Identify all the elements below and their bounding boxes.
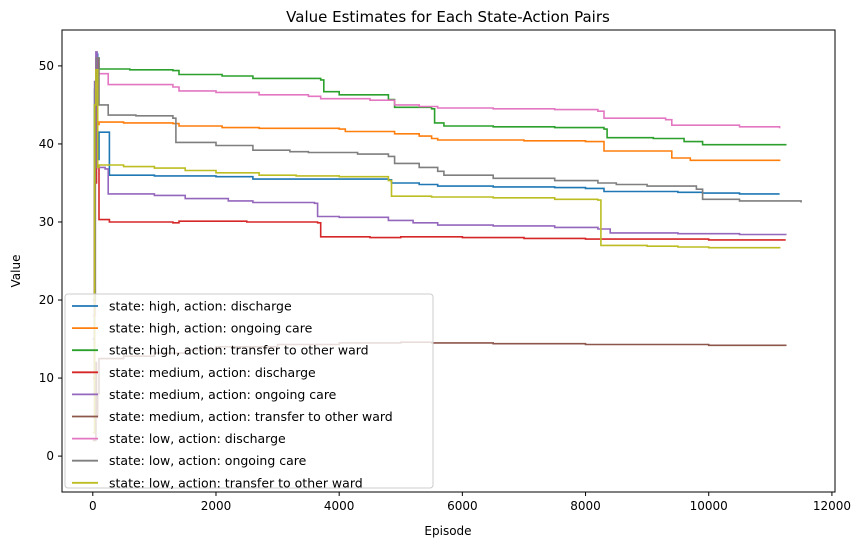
legend-entry-label: state: medium, action: ongoing care <box>109 387 337 402</box>
legend-entry-label: state: high, action: ongoing care <box>109 321 313 336</box>
chart-title: Value Estimates for Each State-Action Pa… <box>286 8 610 26</box>
y-tick-label: 50 <box>39 59 54 73</box>
plot-frame <box>61 29 836 493</box>
series-line-2 <box>92 57 781 379</box>
x-tick-label: 10000 <box>690 499 728 513</box>
y-tick-label: 0 <box>46 449 54 463</box>
legend-entry-label: state: medium, action: discharge <box>109 365 316 380</box>
legend-entry-label: state: high, action: discharge <box>109 299 292 314</box>
x-axis-label: Episode <box>424 524 471 538</box>
y-tick-label: 20 <box>39 293 54 307</box>
y-axis-ticks: 0 10 20 30 40 50 <box>39 59 62 463</box>
y-tick-label: 40 <box>39 137 54 151</box>
x-tick-label: 2000 <box>201 499 232 513</box>
legend-entry-label: state: low, action: transfer to other wa… <box>109 475 363 490</box>
series-line-8 <box>92 57 802 301</box>
legend-entry-label: state: low, action: ongoing care <box>109 453 307 468</box>
x-tick-label: 8000 <box>570 499 601 513</box>
legend-entry-label: state: high, action: transfer to other w… <box>109 343 369 358</box>
x-axis-ticks: 0 2000 4000 6000 8000 10000 12000 <box>89 492 851 513</box>
x-tick-label: 6000 <box>447 499 478 513</box>
legend-entry-label: state: low, action: discharge <box>109 431 286 446</box>
y-tick-label: 30 <box>39 215 54 229</box>
series-line-7 <box>92 72 781 317</box>
y-axis-label: Value <box>9 255 23 288</box>
x-tick-label: 0 <box>89 499 97 513</box>
legend-entry-label: state: medium, action: transfer to other… <box>109 409 393 424</box>
legend: state: high, action: discharge state: hig… <box>64 293 434 490</box>
series-line-5 <box>92 51 787 340</box>
series-line-9 <box>92 69 781 434</box>
legend-box <box>64 293 434 489</box>
y-tick-label: 10 <box>39 371 54 385</box>
x-tick-label: 12000 <box>813 499 851 513</box>
x-tick-label: 4000 <box>324 499 355 513</box>
